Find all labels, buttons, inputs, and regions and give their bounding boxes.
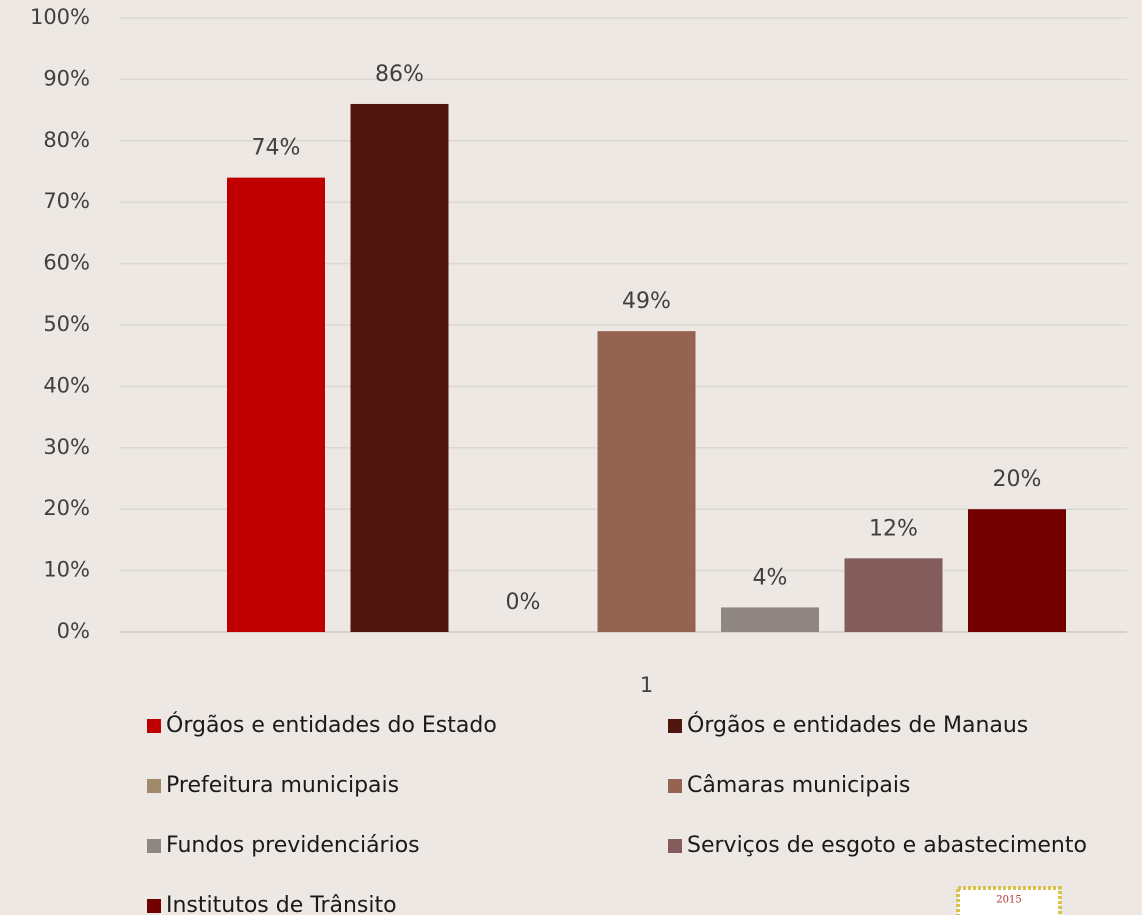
y-tick-label: 50%: [43, 312, 90, 336]
legend-label: Órgãos e entidades de Manaus: [687, 712, 1028, 738]
bar: [597, 331, 696, 632]
legend-swatch: [668, 839, 682, 853]
bar: [968, 509, 1066, 632]
y-tick-label: 10%: [43, 558, 90, 582]
legend-swatch: [147, 779, 161, 793]
logo-text: 2015: [996, 895, 1021, 906]
bar: [844, 558, 943, 632]
y-tick-label: 30%: [43, 435, 90, 459]
legend-label: Prefeitura municipais: [166, 773, 399, 798]
bar: [227, 177, 325, 632]
logo: 2015: [956, 886, 1062, 915]
value-label: 12%: [869, 516, 918, 541]
bar: [721, 607, 819, 632]
legend-label: Institutos de Trânsito: [166, 893, 397, 915]
y-tick-label: 80%: [43, 128, 90, 152]
y-tick-label: 40%: [43, 373, 90, 397]
value-label: 74%: [252, 136, 301, 161]
legend-swatch: [147, 839, 161, 853]
y-tick-label: 0%: [57, 619, 90, 643]
x-tick-label: 1: [640, 673, 653, 697]
legend-swatch: [668, 779, 682, 793]
value-label: 20%: [993, 467, 1042, 492]
value-label: 86%: [375, 62, 424, 87]
value-label: 0%: [506, 590, 541, 615]
legend-swatch: [147, 719, 161, 733]
value-label: 4%: [753, 565, 788, 590]
y-tick-label: 90%: [43, 66, 90, 90]
value-label: 49%: [622, 289, 671, 314]
legend-label: Câmaras municipais: [687, 773, 910, 798]
legend-swatch: [668, 719, 682, 733]
y-tick-label: 20%: [43, 496, 90, 520]
logo-badge: [956, 886, 1062, 915]
legend-label: Órgãos e entidades do Estado: [166, 712, 497, 738]
y-tick-label: 100%: [30, 5, 90, 29]
legend-label: Fundos previdenciários: [166, 833, 420, 858]
legend-swatch: [147, 899, 161, 913]
y-tick-label: 60%: [43, 251, 90, 275]
bar: [350, 103, 449, 632]
legend-label: Serviços de esgoto e abastecimento: [687, 833, 1087, 858]
y-tick-label: 70%: [43, 189, 90, 213]
